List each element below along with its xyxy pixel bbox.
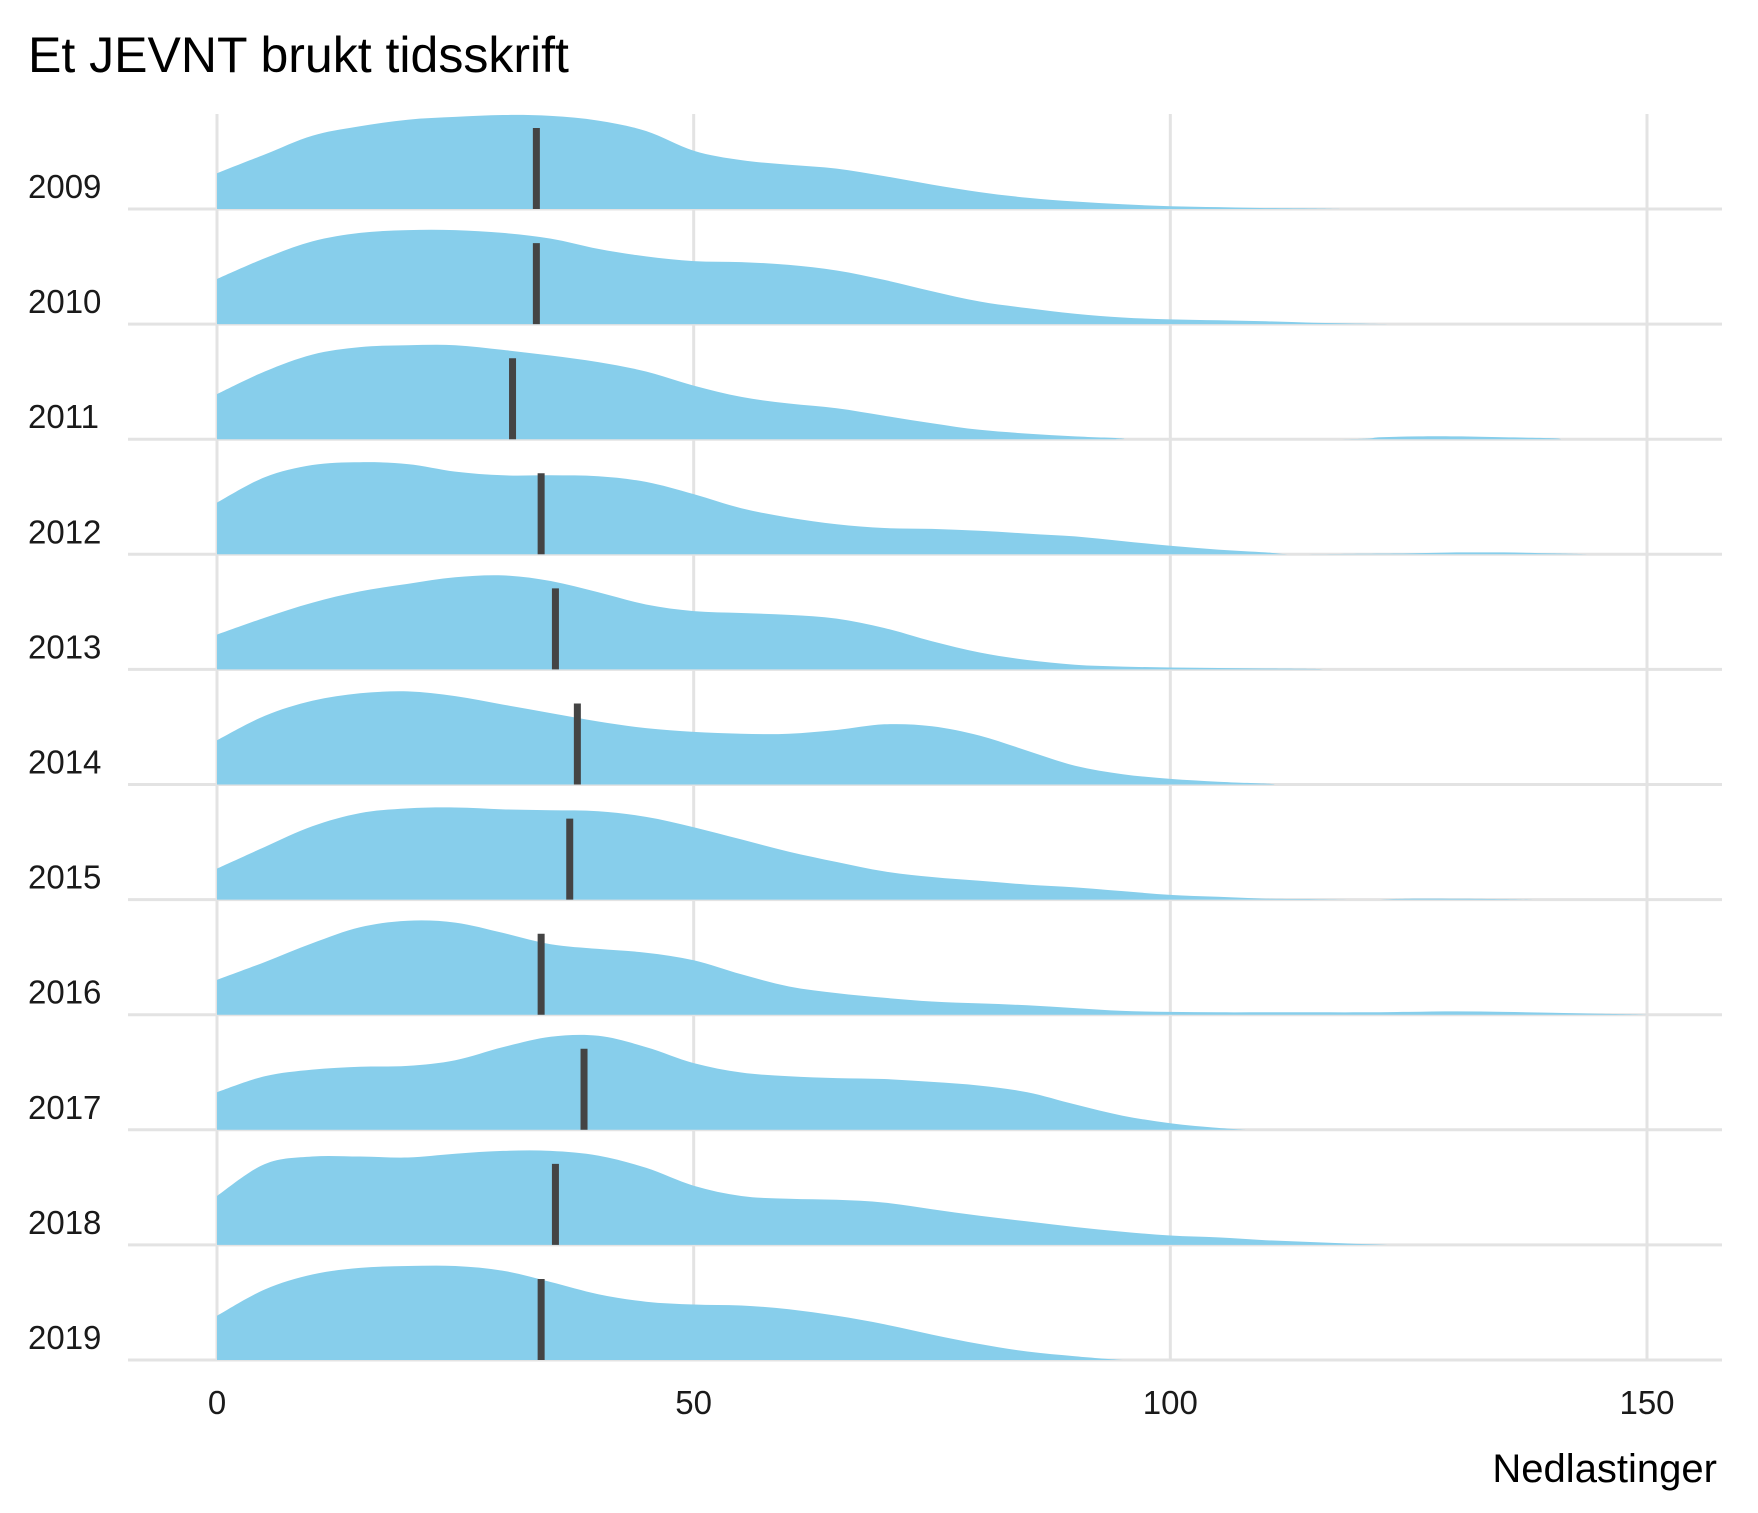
density-area-2009 — [217, 114, 1342, 209]
density-area-2013 — [217, 575, 1323, 670]
y-tick-label-2009: 2009 — [28, 168, 101, 205]
density-area-2016 — [217, 920, 1647, 1015]
x-tick-label-0: 0 — [208, 1384, 226, 1421]
ridge-2015: 2015 — [28, 807, 1722, 902]
y-tick-label-2015: 2015 — [28, 859, 101, 896]
x-axis: 0 50 100 150 — [208, 1384, 1675, 1421]
density-area-2015 — [217, 807, 1533, 900]
x-tick-label-50: 50 — [675, 1384, 712, 1421]
density-area-2011 — [217, 344, 1562, 440]
x-axis-label: Nedlastinger — [1492, 1447, 1717, 1491]
ridge-2010: 2010 — [28, 229, 1722, 326]
y-tick-label-2011: 2011 — [28, 398, 99, 435]
y-tick-label-2017: 2017 — [28, 1089, 101, 1126]
ridge-2017: 2017 — [28, 1034, 1722, 1132]
y-tick-label-2010: 2010 — [28, 283, 101, 320]
y-tick-label-2016: 2016 — [28, 974, 101, 1011]
ridge-2011: 2011 — [28, 344, 1722, 441]
density-area-2018 — [217, 1150, 1390, 1245]
density-area-2010 — [217, 229, 1390, 325]
density-area-2012 — [217, 462, 1590, 555]
density-area-2019 — [217, 1265, 1123, 1360]
ridge-2019: 2019 — [28, 1265, 1722, 1362]
y-tick-label-2012: 2012 — [28, 513, 101, 550]
ridge-2012: 2012 — [28, 462, 1722, 556]
chart-title: Et JEVNT brukt tidsskrift — [28, 27, 569, 83]
ridge-rows: 2009 2010 2011 2012 2013 2014 2015 2016 2017 2018… — [28, 114, 1722, 1362]
density-area-2017 — [217, 1034, 1247, 1130]
y-tick-label-2013: 2013 — [28, 628, 101, 665]
ridge-2013: 2013 — [28, 575, 1722, 671]
ridge-2014: 2014 — [28, 691, 1722, 786]
density-area-2014 — [217, 691, 1276, 785]
ridge-2016: 2016 — [28, 920, 1722, 1017]
y-tick-label-2014: 2014 — [28, 744, 101, 781]
x-tick-label-150: 150 — [1619, 1384, 1674, 1421]
y-tick-label-2019: 2019 — [28, 1319, 101, 1356]
x-tick-label-100: 100 — [1143, 1384, 1198, 1421]
ridge-2018: 2018 — [28, 1150, 1722, 1247]
ridge-2009: 2009 — [28, 114, 1722, 211]
y-tick-label-2018: 2018 — [28, 1204, 101, 1241]
